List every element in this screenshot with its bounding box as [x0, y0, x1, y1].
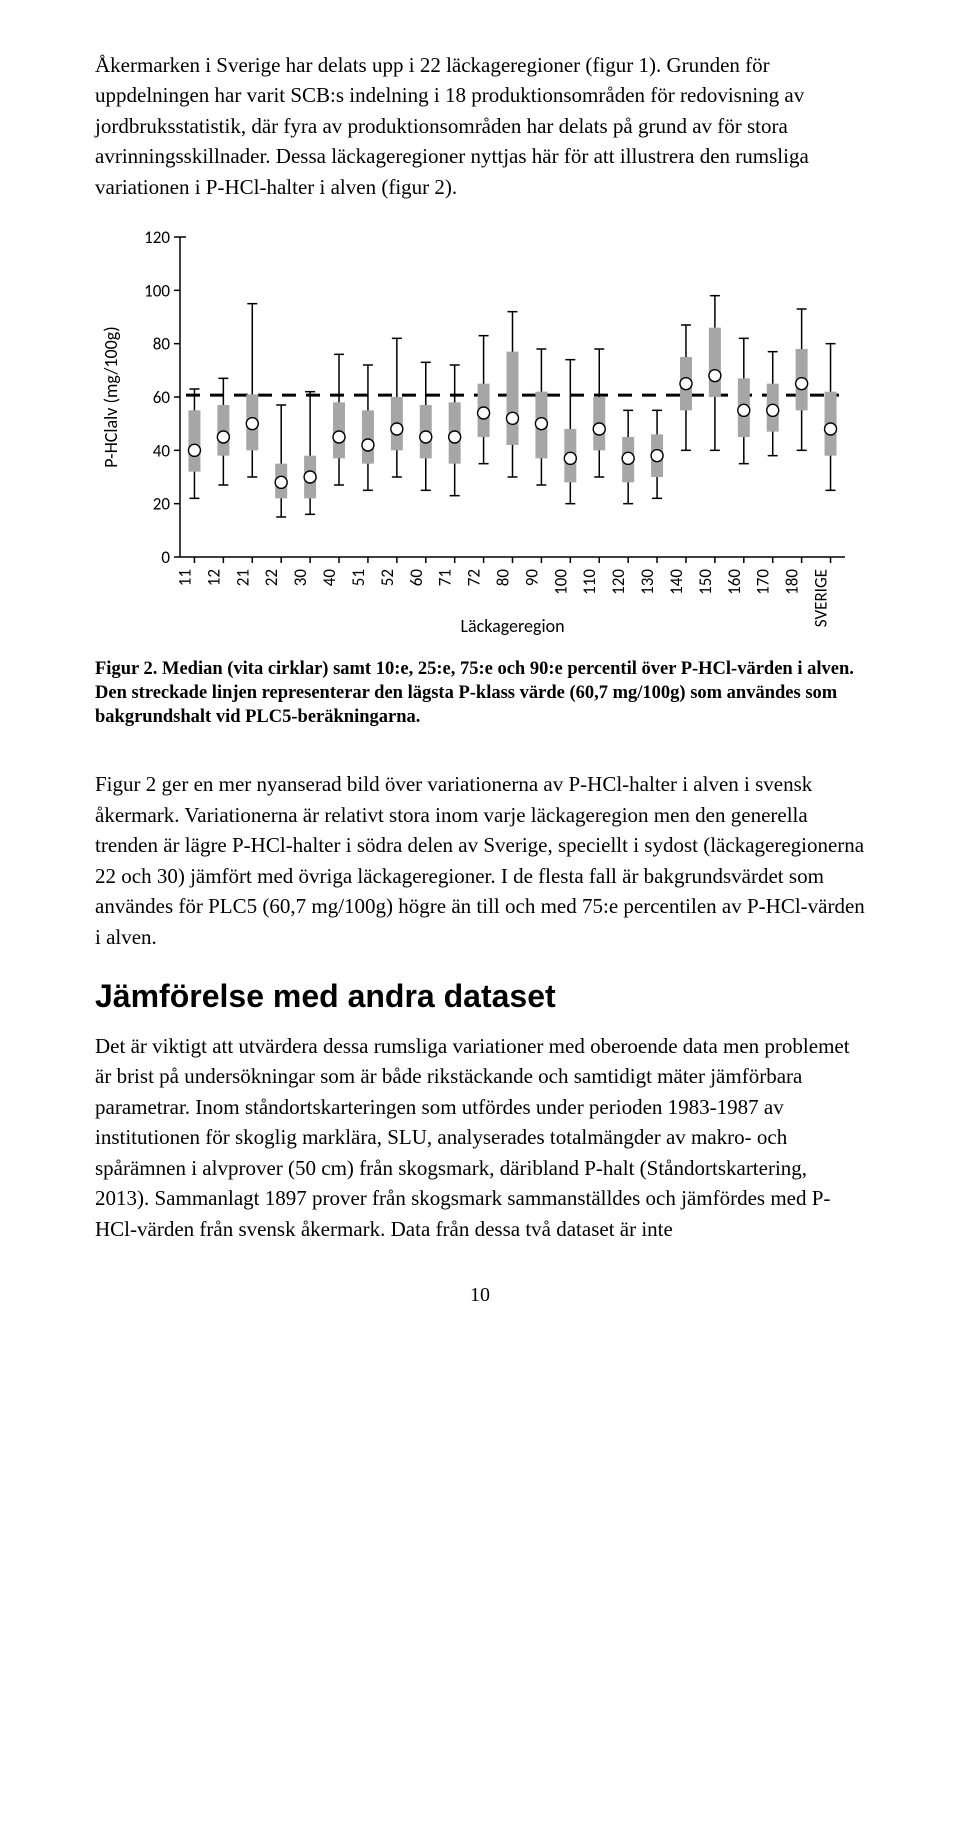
- svg-text:20: 20: [153, 494, 171, 515]
- svg-text:110: 110: [579, 569, 600, 595]
- svg-text:120: 120: [144, 227, 170, 248]
- svg-text:30: 30: [290, 569, 311, 587]
- svg-text:0: 0: [161, 547, 170, 568]
- svg-text:170: 170: [753, 569, 774, 595]
- svg-text:120: 120: [608, 569, 629, 595]
- svg-text:130: 130: [637, 569, 658, 595]
- svg-text:72: 72: [464, 569, 485, 586]
- svg-text:SVERIGE: SVERIGE: [811, 569, 832, 627]
- svg-text:100: 100: [144, 281, 170, 302]
- svg-text:150: 150: [695, 569, 716, 595]
- figure-2-caption: Figur 2. Median (vita cirklar) samt 10:e…: [95, 657, 865, 729]
- svg-text:80: 80: [153, 334, 171, 355]
- svg-text:12: 12: [203, 569, 224, 586]
- figure-2-chart: 0 20 40 60 80 100 120 P-HClalv (mg/100g) 11 12 21 2…: [95, 222, 865, 647]
- svg-text:71: 71: [435, 569, 456, 586]
- svg-text:80: 80: [493, 569, 514, 587]
- svg-text:160: 160: [724, 569, 745, 595]
- svg-text:40: 40: [319, 569, 340, 587]
- svg-text:100: 100: [550, 569, 571, 595]
- svg-text:22: 22: [261, 569, 282, 586]
- svg-text:40: 40: [153, 441, 171, 462]
- svg-text:11: 11: [174, 569, 195, 586]
- svg-text:90: 90: [521, 569, 542, 587]
- paragraph-analysis: Figur 2 ger en mer nyanserad bild över v…: [95, 769, 865, 952]
- svg-text:180: 180: [782, 569, 803, 595]
- svg-text:P-HClalv (mg/100g): P-HClalv (mg/100g): [100, 327, 122, 468]
- svg-text:140: 140: [666, 569, 687, 595]
- svg-text:51: 51: [348, 569, 369, 586]
- svg-text:60: 60: [406, 569, 427, 587]
- paragraph-comparison: Det är viktigt att utvärdera dessa rumsl…: [95, 1031, 865, 1244]
- svg-text:60: 60: [153, 387, 171, 408]
- svg-text:21: 21: [232, 569, 253, 586]
- section-heading-comparison: Jämförelse med andra dataset: [95, 978, 865, 1015]
- svg-text:Läckageregion: Läckageregion: [460, 615, 564, 637]
- page-number: 10: [95, 1284, 865, 1307]
- svg-text:52: 52: [377, 569, 398, 586]
- paragraph-intro: Åkermarken i Sverige har delats upp i 22…: [95, 50, 865, 202]
- figure-2-caption-text: Figur 2. Median (vita cirklar) samt 10:e…: [95, 659, 854, 727]
